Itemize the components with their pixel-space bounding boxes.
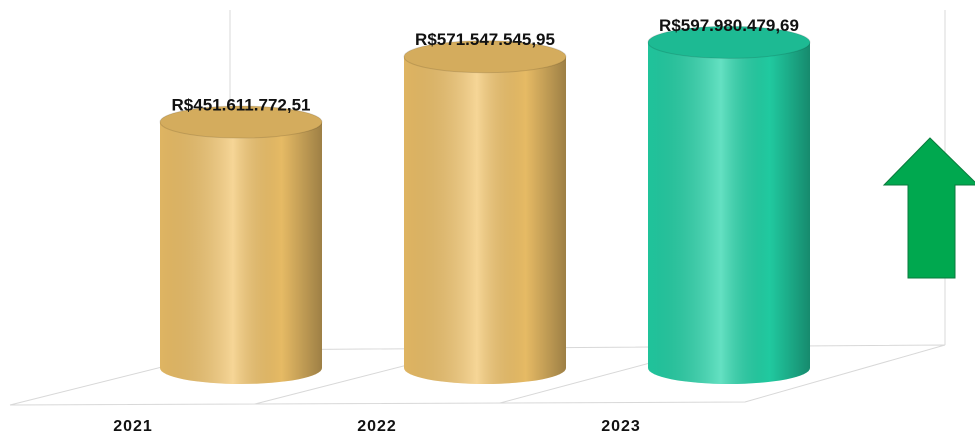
value-label: R$597.980.479,69: [659, 16, 799, 35]
up-arrow: [882, 137, 975, 279]
bar-top: [159, 105, 323, 139]
x-tick-label: 2023: [601, 418, 641, 435]
value-label: R$451.611.772,51: [172, 96, 311, 115]
bar-top: [647, 25, 811, 59]
value-label: R$571.547.545,95: [415, 30, 555, 49]
bar-shade: [648, 42, 810, 385]
bar-shade: [160, 122, 322, 384]
bar-top-shade: [160, 106, 322, 139]
bar-top-shade: [648, 26, 810, 59]
bar-top-shade: [404, 40, 566, 73]
bar-shade: [404, 56, 566, 385]
bar-top: [403, 40, 567, 74]
x-tick-label: 2022: [357, 418, 397, 435]
x-tick-label: 2021: [113, 418, 153, 435]
